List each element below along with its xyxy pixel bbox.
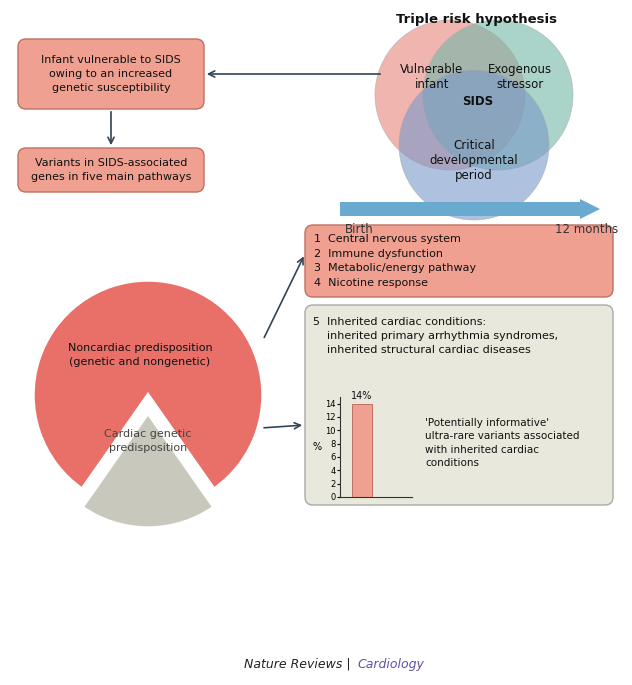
Circle shape	[399, 70, 549, 220]
FancyBboxPatch shape	[305, 305, 613, 505]
Text: Exogenous
stressor: Exogenous stressor	[488, 63, 552, 91]
Text: Cardiac genetic
predisposition: Cardiac genetic predisposition	[104, 429, 191, 453]
Text: Vulnerable
infant: Vulnerable infant	[401, 63, 464, 91]
Text: Cardiology: Cardiology	[357, 658, 424, 671]
Text: 1  Central nervous system
2  Immune dysfunction
3  Metabolic/energy pathway
4  N: 1 Central nervous system 2 Immune dysfun…	[314, 234, 476, 288]
Text: inherited primary arrhythmia syndromes,: inherited primary arrhythmia syndromes,	[313, 331, 558, 341]
Circle shape	[423, 20, 573, 170]
FancyBboxPatch shape	[305, 225, 613, 297]
FancyBboxPatch shape	[18, 39, 204, 109]
Wedge shape	[33, 280, 263, 489]
Text: Birth: Birth	[345, 223, 374, 236]
Text: 'Potentially informative'
ultra-rare variants associated
with inherited cardiac
: 'Potentially informative' ultra-rare var…	[425, 419, 580, 468]
Text: Infant vulnerable to SIDS
owing to an increased
genetic susceptibility: Infant vulnerable to SIDS owing to an in…	[41, 55, 181, 93]
FancyArrow shape	[340, 199, 600, 219]
Wedge shape	[82, 413, 214, 528]
Text: SIDS: SIDS	[463, 95, 494, 108]
Text: Noncardiac predisposition
(genetic and nongenetic): Noncardiac predisposition (genetic and n…	[68, 343, 212, 367]
Text: Triple risk hypothesis: Triple risk hypothesis	[396, 13, 557, 26]
Circle shape	[375, 20, 525, 170]
Text: Variants in SIDS-associated
genes in five main pathways: Variants in SIDS-associated genes in fiv…	[31, 158, 191, 182]
Text: Critical
developmental
period: Critical developmental period	[430, 138, 518, 182]
Text: 14%: 14%	[351, 391, 372, 401]
Text: Nature Reviews |: Nature Reviews |	[245, 658, 355, 671]
FancyBboxPatch shape	[18, 148, 204, 192]
Bar	[351, 403, 372, 497]
Y-axis label: %: %	[312, 442, 322, 452]
Text: 12 months: 12 months	[555, 223, 618, 236]
Text: inherited structural cardiac diseases: inherited structural cardiac diseases	[313, 345, 531, 355]
Text: 5  Inherited cardiac conditions:: 5 Inherited cardiac conditions:	[313, 317, 486, 327]
